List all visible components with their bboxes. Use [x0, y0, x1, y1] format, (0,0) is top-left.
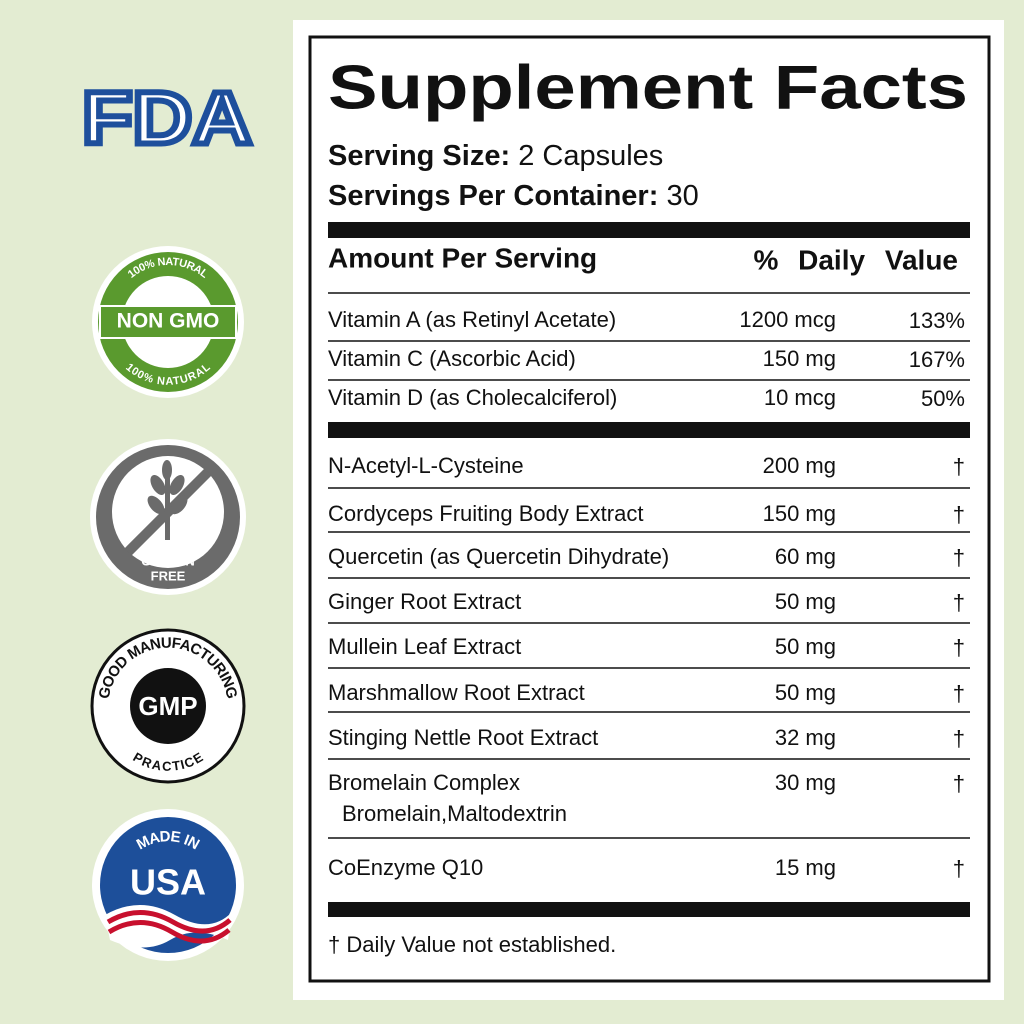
footnote: † Daily Value not established. — [328, 932, 616, 957]
daily-value: † — [953, 502, 965, 527]
badge-text: GMP — [138, 691, 197, 721]
badge-text: FREE — [151, 568, 186, 583]
servings: Servings Per Container: 30 — [328, 180, 699, 212]
label-border — [308, 35, 991, 983]
thick-rule — [328, 902, 970, 917]
badge-inner — [130, 668, 206, 744]
ingredient-name: Stinging Nettle Root Extract — [328, 725, 598, 750]
amount: 50 mg — [775, 589, 836, 614]
ingredient-name: CoEnzyme Q10 — [328, 855, 483, 880]
usa-badge: MADE IN USA — [92, 809, 244, 961]
daily-value: † — [953, 635, 965, 660]
badge-text: USA — [130, 862, 206, 903]
servings-value: 30 — [666, 180, 698, 212]
serving-size: Serving Size: 2 Capsules — [328, 140, 663, 172]
badge-text: GLUTEN — [141, 553, 194, 568]
flag — [105, 905, 232, 948]
ingredient-name: Mullein Leaf Extract — [328, 634, 521, 659]
badge-text: NON GMO — [117, 310, 220, 333]
daily-value: † — [953, 590, 965, 615]
servings-label: Servings Per Container: — [328, 180, 658, 212]
ingredient-name: Cordyceps Fruiting Body Extract — [328, 501, 643, 526]
amount: 15 mg — [775, 855, 836, 880]
ingredient-name: Vitamin C (Ascorbic Acid) — [328, 346, 576, 371]
daily-value: † — [953, 454, 965, 479]
header-amount: Amount Per Serving — [328, 242, 597, 273]
serving-size-value: 2 Capsules — [518, 140, 663, 172]
daily-value: 167% — [909, 347, 965, 372]
fda-logo: FDA — [82, 77, 252, 160]
ingredient-name: Vitamin A (as Retinyl Acetate) — [328, 307, 616, 332]
daily-value: † — [953, 545, 965, 570]
header-daily-value: % Daily Value — [753, 244, 958, 275]
ingredient-name: Marshmallow Root Extract — [328, 680, 585, 705]
daily-value: 133% — [909, 308, 965, 333]
daily-value: † — [953, 726, 965, 751]
gmp-badge: GOOD MANUFACTURING GMP PRACTICE — [90, 628, 246, 784]
gluten-free-badge: GLUTEN FREE — [90, 439, 246, 595]
amount: 60 mg — [775, 544, 836, 569]
daily-value: † — [953, 771, 965, 796]
amount: 32 mg — [775, 725, 836, 750]
amount: 50 mg — [775, 634, 836, 659]
flag-stripes — [106, 910, 232, 944]
facts-title: Supplement Facts — [328, 53, 968, 122]
amount: 30 mg — [775, 770, 836, 795]
ingredient-name: Quercetin (as Quercetin Dihydrate) — [328, 544, 669, 569]
thick-rule — [328, 422, 970, 438]
wheat-icon — [147, 460, 188, 540]
ingredient-name: Vitamin D (as Cholecalciferol) — [328, 385, 617, 410]
amount: 200 mg — [763, 453, 836, 478]
daily-value: 50% — [921, 386, 965, 411]
ingredient-name: N-Acetyl-L-Cysteine — [328, 453, 524, 478]
thick-rule — [328, 222, 970, 238]
daily-value: † — [953, 681, 965, 706]
ingredient-sub: Bromelain,Maltodextrin — [342, 801, 567, 826]
serving-size-label: Serving Size: — [328, 140, 510, 172]
amount: 10 mcg — [764, 385, 836, 410]
badge-banner — [99, 305, 237, 339]
non-gmo-badge: 100% NATURAL NON GMO 100% NATURAL — [92, 246, 244, 398]
daily-value: † — [953, 856, 965, 881]
ingredient-name: Ginger Root Extract — [328, 589, 521, 614]
ingredient-name: Bromelain Complex — [328, 770, 520, 795]
label-panel — [293, 20, 1004, 1000]
amount: 150 mg — [763, 501, 836, 526]
amount: 50 mg — [775, 680, 836, 705]
amount: 1200 mcg — [739, 307, 836, 332]
amount: 150 mg — [763, 346, 836, 371]
